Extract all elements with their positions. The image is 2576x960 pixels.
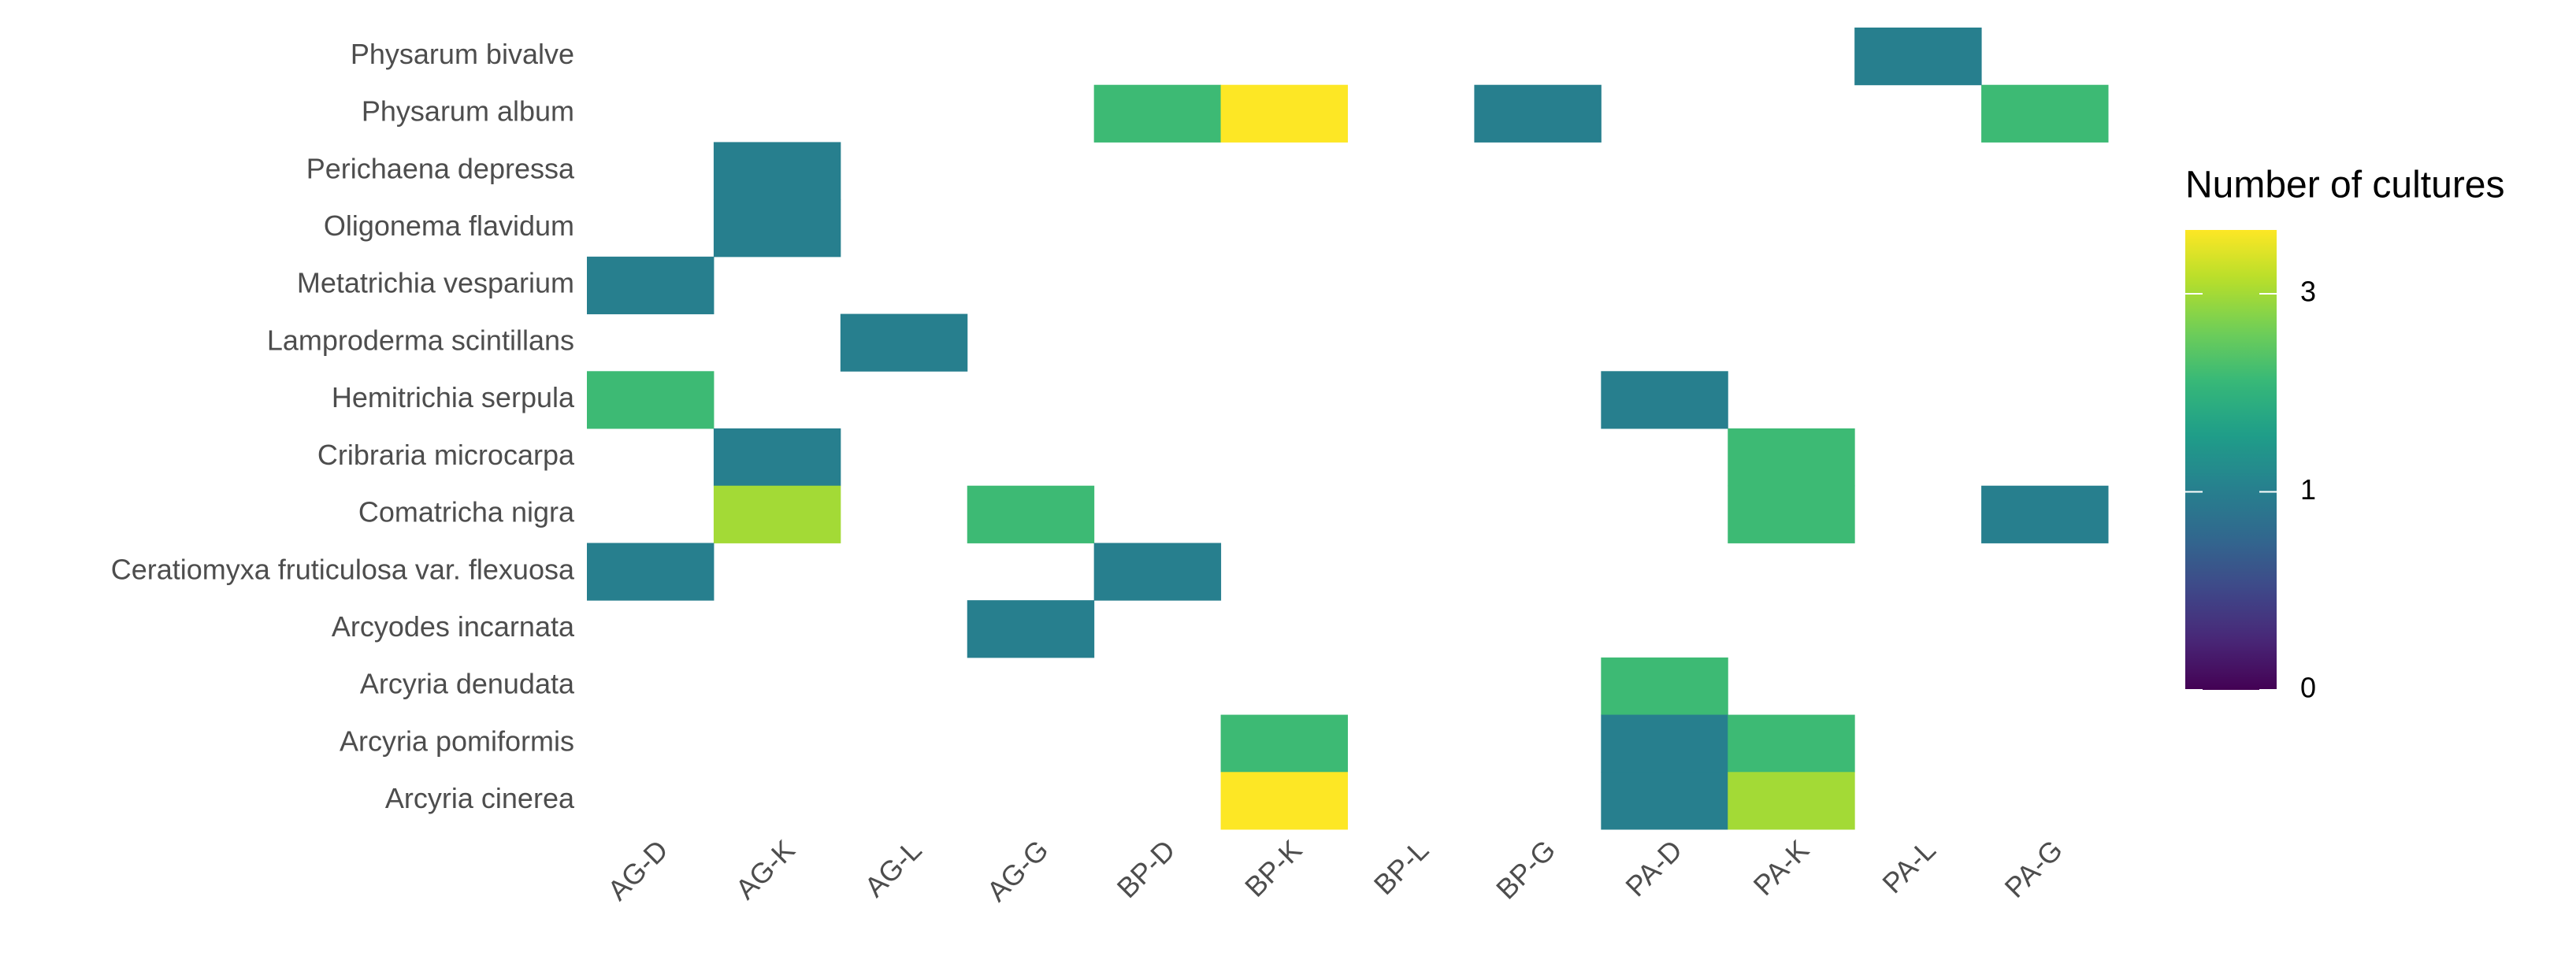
heatmap-cell bbox=[1981, 84, 2109, 143]
heatmap-cell bbox=[713, 485, 841, 543]
heatmap-cell bbox=[1220, 714, 1348, 773]
heatmap-cell bbox=[1601, 371, 1728, 429]
heatmap-cell bbox=[1220, 84, 1348, 143]
x-tick-label: PA-D bbox=[1619, 833, 1688, 903]
heatmap-cell bbox=[1728, 428, 1855, 487]
y-tick-label: Oligonema flavidum bbox=[324, 209, 574, 242]
heatmap-cell bbox=[713, 142, 841, 200]
heatmap-cell bbox=[587, 371, 715, 429]
y-tick-label: Metatrichia vesparium bbox=[297, 267, 574, 299]
heatmap-cell bbox=[1220, 772, 1348, 830]
heatmap-cell bbox=[1854, 28, 1982, 86]
x-tick-label: BP-D bbox=[1111, 833, 1182, 904]
y-tick-label: Comatricha nigra bbox=[358, 496, 575, 528]
heatmap-cell bbox=[713, 428, 841, 487]
heatmap-cell bbox=[1474, 84, 1602, 143]
heatmap-cell bbox=[1093, 543, 1222, 601]
colorbar-tick-label: 1 bbox=[2300, 473, 2316, 506]
heatmap-cell bbox=[587, 543, 715, 601]
y-tick-label: Lamproderma scintillans bbox=[267, 324, 574, 356]
y-tick-label: Hemitrichia serpula bbox=[332, 381, 575, 413]
y-tick-label: Cribraria microcarpa bbox=[317, 439, 575, 471]
y-tick-label: Physarum album bbox=[362, 95, 574, 128]
y-tick-label: Arcyria pomiformis bbox=[340, 725, 574, 757]
x-tick-label: BP-G bbox=[1490, 833, 1561, 905]
y-tick-label: Physarum bivalve bbox=[351, 38, 574, 70]
heatmap-cell bbox=[1601, 772, 1728, 830]
x-tick-label: PA-K bbox=[1747, 833, 1816, 902]
y-tick-label: Ceratiomyxa fruticulosa var. flexuosa bbox=[111, 553, 575, 585]
colorbar-tick-label: 3 bbox=[2300, 275, 2316, 307]
y-tick-label: Arcyodes incarnata bbox=[332, 610, 575, 643]
heatmap-cell bbox=[840, 313, 968, 372]
heatmap-cell bbox=[1093, 84, 1222, 143]
colorbar bbox=[2185, 230, 2277, 690]
heatmap-cell bbox=[713, 199, 841, 258]
y-tick-label: Arcyria denudata bbox=[360, 668, 575, 700]
heatmap-cell bbox=[967, 485, 1095, 543]
x-tick-label: AG-K bbox=[729, 833, 801, 905]
heatmap-cell bbox=[1981, 485, 2109, 543]
heatmap-cell bbox=[967, 600, 1095, 658]
heatmap-cell bbox=[587, 256, 715, 315]
x-tick-label: AG-D bbox=[601, 833, 674, 906]
legend-title: Number of cultures bbox=[2185, 165, 2505, 206]
x-tick-label: PA-L bbox=[1876, 833, 1942, 899]
x-tick-label: PA-G bbox=[1999, 833, 2069, 903]
y-tick-label: Arcyria cinerea bbox=[385, 782, 575, 814]
heatmap-cell bbox=[1601, 657, 1728, 716]
heatmap-cell bbox=[1728, 772, 1855, 830]
y-tick-label: Perichaena depressa bbox=[306, 152, 575, 184]
x-tick-label: AG-L bbox=[858, 833, 927, 903]
heatmap-cell bbox=[1728, 485, 1855, 543]
colorbar-tick-label: 0 bbox=[2300, 672, 2316, 704]
x-tick-label: AG-G bbox=[981, 833, 1055, 907]
x-tick-label: BP-K bbox=[1238, 833, 1308, 903]
x-tick-label: BP-L bbox=[1368, 833, 1435, 901]
heatmap-cell bbox=[1601, 714, 1728, 773]
heatmap-cell bbox=[1728, 714, 1855, 773]
